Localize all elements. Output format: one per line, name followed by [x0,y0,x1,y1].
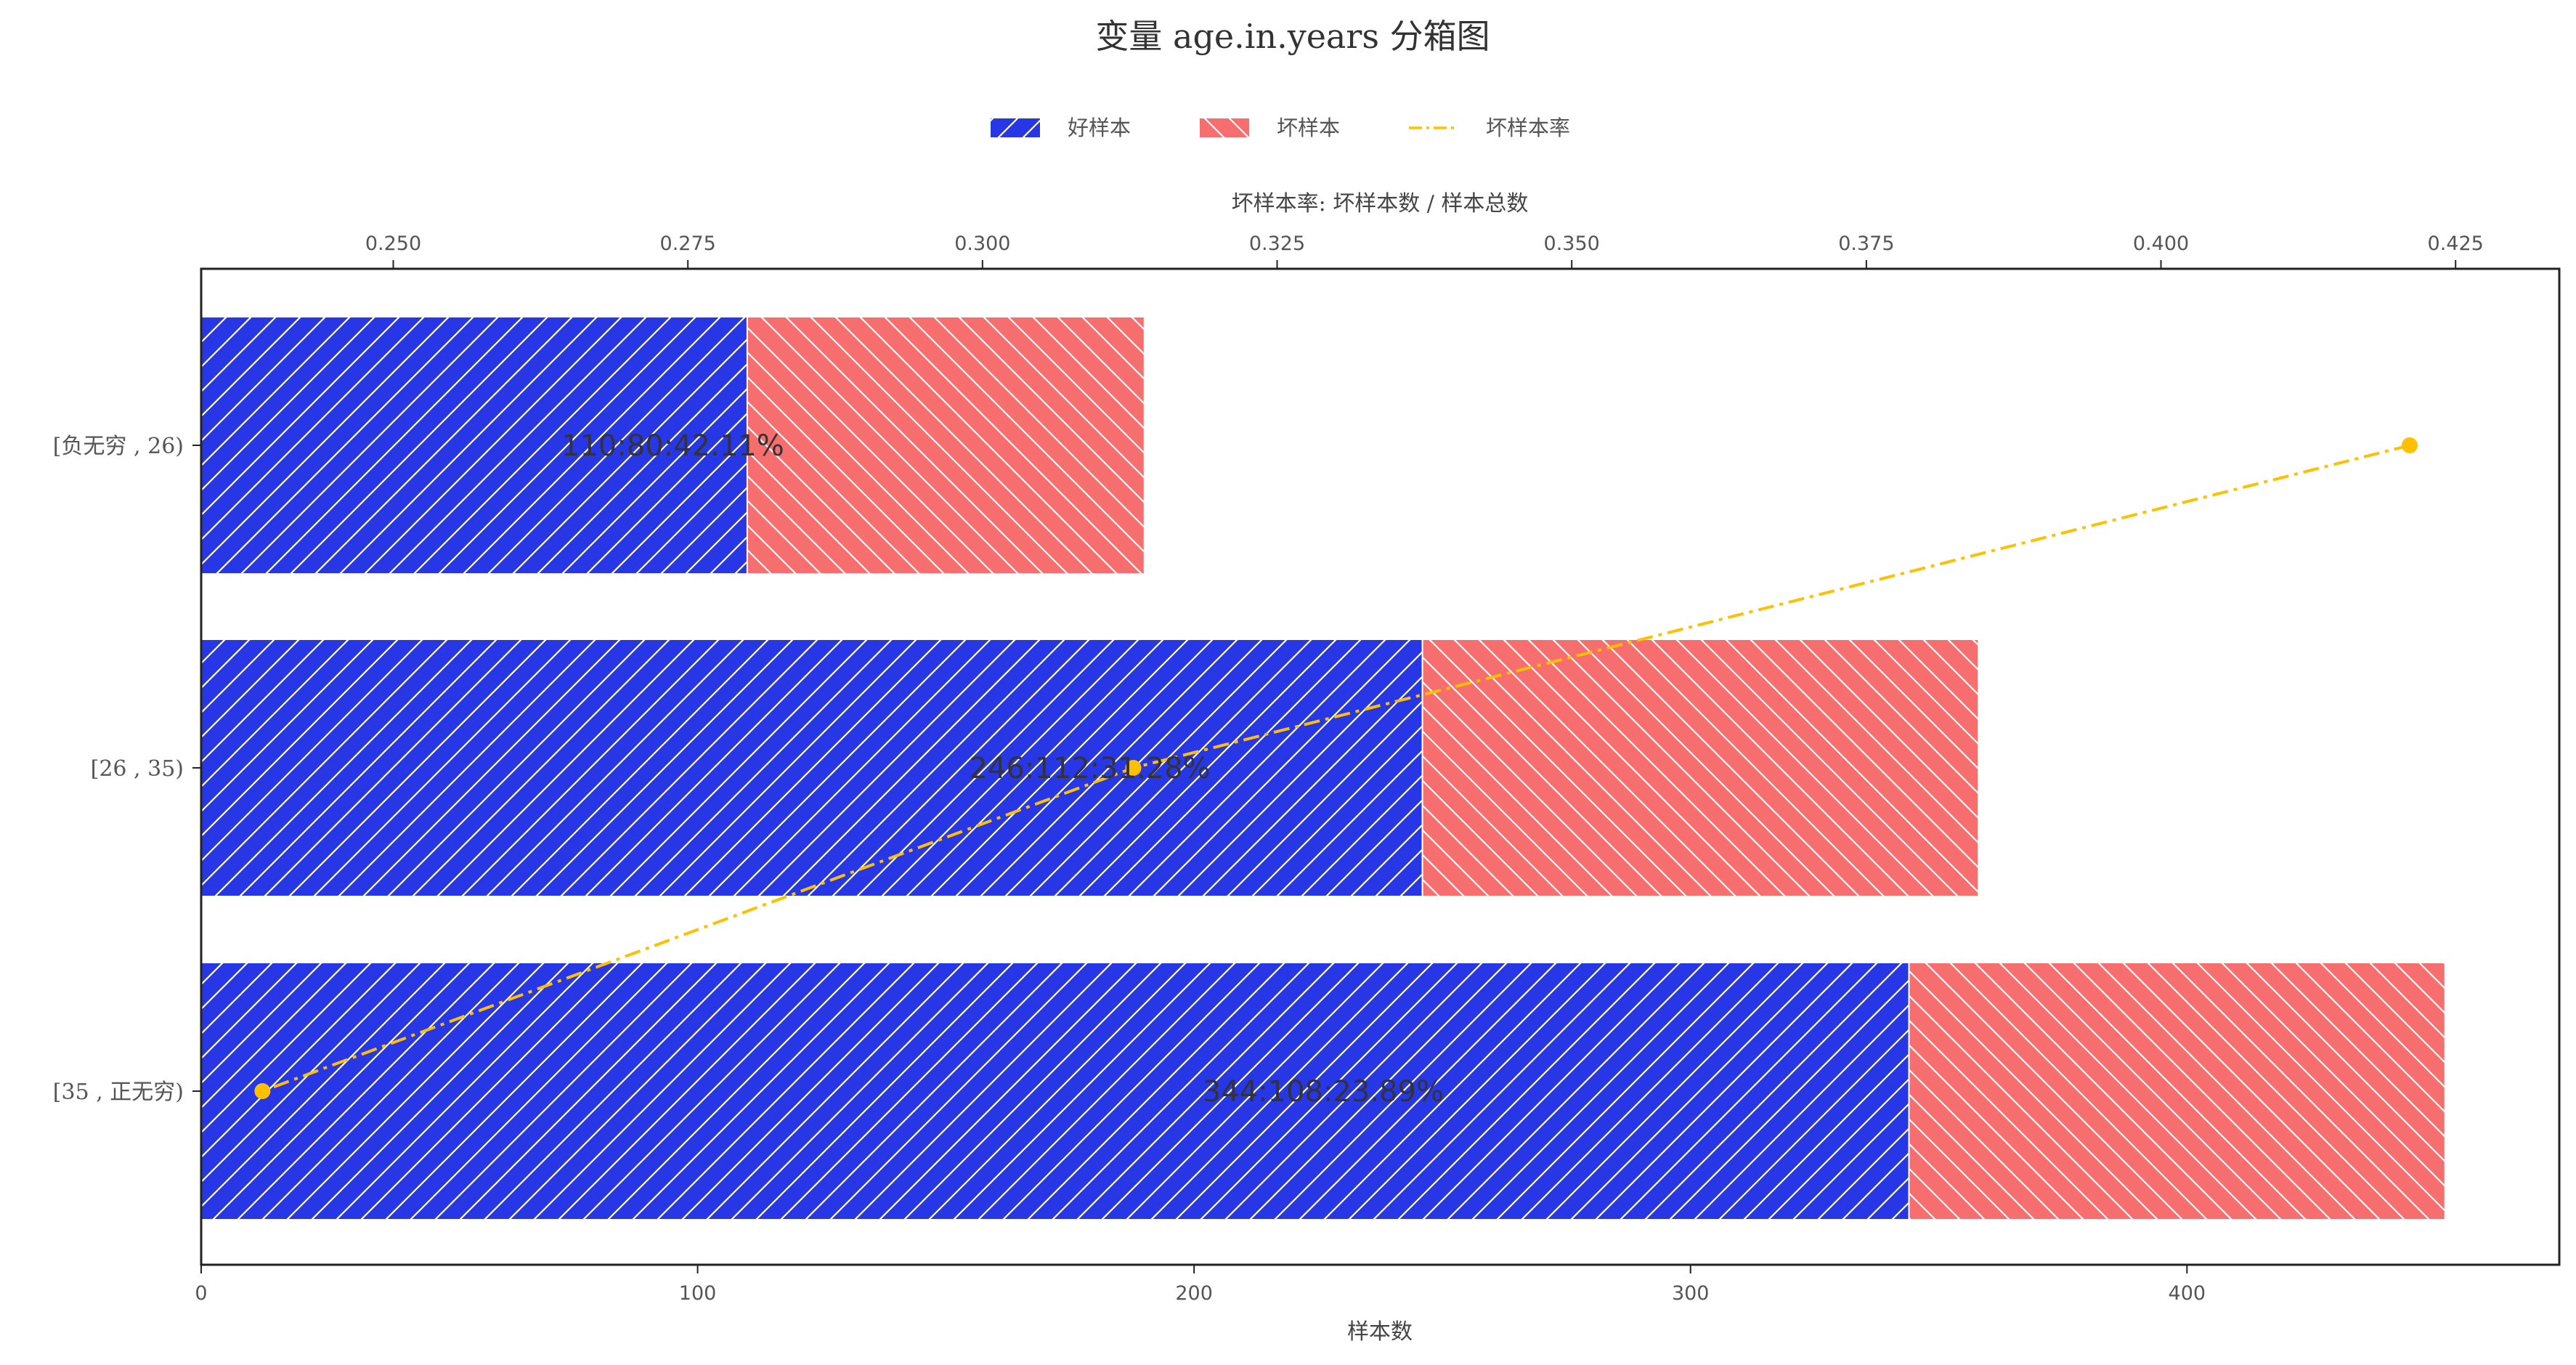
x2-tick-label-0: 0.250 [365,232,421,255]
bar-bad-0 [746,316,1145,575]
rate-point-2 [254,1083,271,1099]
bar-bad-2 [1908,962,2446,1220]
bar-good-1 [200,639,1423,897]
bar-good-0 [200,316,748,575]
category-label-0: [负无穷 , 26) [53,434,184,459]
rate-point-1 [1125,760,1142,776]
data-label-1: 246:112:31.28% [970,752,1211,785]
category-label-2: [35 , 正无穷) [53,1080,184,1105]
bar-bad-1 [1421,639,1980,897]
legend-swatch-bad [1200,118,1249,137]
x-tick-label-3: 300 [1672,1282,1710,1305]
x-tick-label-0: 0 [195,1282,207,1305]
legend-label-good: 好样本 [1068,116,1131,140]
x2-tick-label-4: 0.350 [1544,232,1600,255]
top-axis-label: 坏样本率: 坏样本数 / 样本总数 [1232,191,1529,216]
x2-tick-label-1: 0.275 [660,232,716,255]
x2-tick-label-5: 0.375 [1838,232,1894,255]
plot-frame [200,267,2561,1266]
legend-swatch-good [991,118,1040,137]
bars-layer [200,316,2446,1220]
x-tick-label-1: 100 [679,1282,717,1305]
axes-layer: 0 100 200 300 400 0.250 0.275 0.300 0.325 0.350 0.… [53,232,2561,1305]
x2-tick-label-7: 0.425 [2428,232,2484,255]
x2-tick-label-6: 0.400 [2133,232,2189,255]
data-labels-layer: 110:80:42.11% 246:112:31.28% 344:108:23.89… [561,429,1444,1109]
legend: 好样本 坏样本 坏样本率 [991,116,1570,140]
data-label-0: 110:80:42.11% [561,429,784,463]
bottom-axis-label: 样本数 [1347,1319,1413,1345]
bar-good-2 [200,962,1910,1220]
legend-label-rate: 坏样本率 [1486,116,1570,140]
x2-tick-label-3: 0.325 [1249,232,1305,255]
x-tick-label-4: 400 [2169,1282,2206,1305]
category-label-1: [26 , 35) [91,756,184,782]
rate-line-layer [254,437,2418,1099]
rate-point-0 [2401,437,2418,453]
x-tick-label-2: 200 [1175,1282,1213,1305]
data-label-2: 344:108:23.89% [1203,1075,1444,1109]
chart-title: 变量 age.in.years 分箱图 [1095,17,1490,56]
legend-label-bad: 坏样本 [1277,116,1340,140]
x2-tick-label-2: 0.300 [954,232,1010,255]
